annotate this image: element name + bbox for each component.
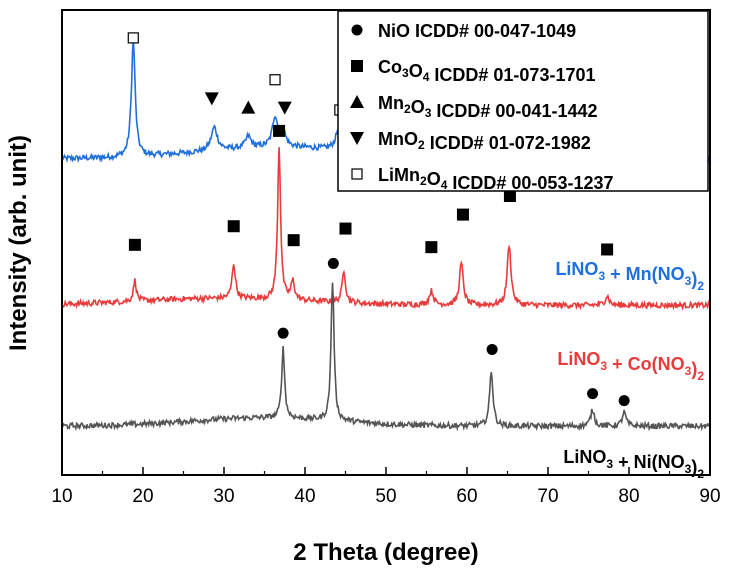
y-axis-title: Intensity (arb. unit)	[5, 135, 32, 351]
series-label-3: LiNO3 + Ni(NO3)2	[563, 447, 704, 481]
peak-marker-square-s2-2	[227, 220, 240, 233]
peak-marker-square-s2-7	[456, 208, 469, 221]
peak-marker-square-s2-4	[287, 234, 300, 247]
legend-marker-open-square	[351, 168, 363, 180]
legend-label: NiO ICDD# 00-047-1049	[378, 21, 576, 41]
series-label-1: LiNO3 + Mn(NO3)2	[555, 259, 704, 293]
legend-marker-circle	[351, 24, 363, 36]
peak-marker-open-square-s1-1	[127, 32, 139, 44]
peak-marker-square-s2-3	[273, 124, 286, 137]
peak-marker-circle-s3-3	[486, 343, 498, 355]
peak-marker-square-s2-8	[503, 190, 516, 202]
x-tick-label: 40	[294, 486, 315, 507]
peak-marker-triangle-up-s1-3	[241, 100, 256, 114]
legend-label: MnO2 ICDD# 01-072-1982	[378, 129, 591, 153]
peak-marker-open-square-s1-4	[269, 74, 281, 86]
series-line-2	[61, 147, 711, 311]
x-tick-label: 60	[456, 486, 477, 507]
peak-marker-square-s2-9	[601, 243, 614, 256]
legend-marker-triangle-down	[350, 132, 364, 145]
legend-marker-triangle-up	[350, 95, 364, 108]
peak-marker-circle-s3-1	[277, 327, 289, 339]
x-tick-label: 90	[699, 486, 720, 507]
x-tick-label: 80	[618, 486, 639, 507]
legend-marker-square	[351, 60, 363, 72]
peak-marker-triangle-down-s1-2	[204, 92, 219, 106]
peak-marker-square-s2-1	[128, 238, 141, 251]
x-axis-title: 2 Theta (degree)	[293, 539, 478, 566]
x-tick-label: 70	[537, 486, 558, 507]
series-label-2: LiNO3 + Co(NO3)2	[557, 349, 704, 383]
series-labels: LiNO3 + Mn(NO3)2 LiNO3 + Co(NO3)2 LiNO3 + …	[555, 259, 704, 481]
legend-label: LiMn2O4 ICDD# 00-053-1237	[378, 165, 614, 193]
peak-marker-circle-s3-2	[327, 257, 339, 269]
peak-marker-square-s2-5	[339, 222, 352, 235]
x-tick-label: 30	[213, 486, 234, 507]
legend-label: Co3O4 ICDD# 01-073-1701	[378, 57, 596, 85]
peak-marker-square-s2-6	[425, 241, 438, 254]
legend-box	[337, 10, 709, 192]
x-tick-label: 10	[51, 486, 72, 507]
x-tick-label: 50	[375, 486, 396, 507]
series-line-3	[61, 282, 711, 432]
peak-marker-circle-s3-5	[618, 395, 630, 407]
legend: NiO ICDD# 00-047-1049 Co3O4 ICDD# 01-073-…	[337, 10, 709, 193]
x-tick-label: 20	[132, 486, 153, 507]
legend-label: Mn2O3 ICDD# 00-041-1442	[378, 93, 598, 121]
peak-marker-circle-s3-4	[587, 388, 599, 400]
peak-marker-triangle-down-s1-5	[277, 101, 292, 115]
x-axis-ticks: 10 20 30 40 50 60 70 80 90	[51, 467, 721, 507]
